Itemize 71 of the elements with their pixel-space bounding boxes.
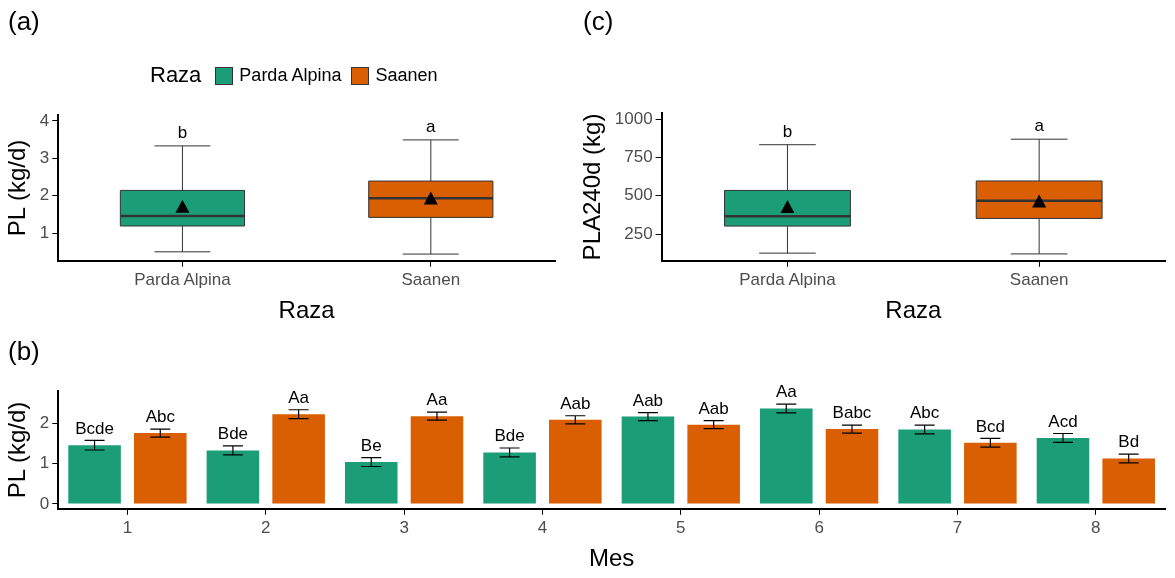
data-label: Aab <box>698 398 729 418</box>
data-label: Aa <box>426 390 448 410</box>
annotation: a <box>426 117 437 137</box>
bar <box>134 433 187 504</box>
x-axis-title: Raza <box>278 296 336 324</box>
x-tick-label: 5 <box>676 517 686 537</box>
bar <box>1036 437 1090 504</box>
x-tick-label: 7 <box>952 517 963 537</box>
x-tick-label: Parda Alpina <box>134 269 232 289</box>
x-tick-label: 3 <box>399 517 409 537</box>
data-label: Bde <box>217 424 249 444</box>
bar <box>621 416 675 504</box>
bar <box>964 442 1017 504</box>
x-tick-label: Saanen <box>1009 269 1069 289</box>
y-axis-title: PL (kg/d) <box>3 401 31 499</box>
x-tick-label: 1 <box>122 517 133 537</box>
data-label: Aab <box>560 393 591 413</box>
x-axis-title: Mes <box>588 544 635 572</box>
y-tick-label: 0 <box>39 493 50 513</box>
data-label: Babc <box>832 403 872 423</box>
data-label: Aa <box>288 387 310 407</box>
chart-title: (b) <box>8 336 40 367</box>
annotation: b <box>782 121 793 141</box>
chart-title: (a) <box>8 6 40 37</box>
y-tick-label: 3 <box>39 147 50 167</box>
legend-label: Parda Alpina <box>238 64 342 86</box>
x-tick-label: 8 <box>1091 517 1101 537</box>
bar <box>687 424 740 504</box>
bar <box>898 429 951 504</box>
bar <box>410 416 464 504</box>
data-label: Bcd <box>975 416 1005 436</box>
legend-label: Saanen <box>374 64 438 86</box>
bar <box>825 429 879 504</box>
y-tick-label: 750 <box>624 147 653 167</box>
bar <box>483 452 536 504</box>
y-tick-label: 250 <box>624 223 653 243</box>
y-axis-title: PLA240d (kg) <box>578 113 606 261</box>
bar <box>344 462 398 504</box>
y-tick-label: 1000 <box>614 109 653 129</box>
annotation: b <box>177 123 188 143</box>
bar <box>1102 458 1155 504</box>
data-label: Acd <box>1048 411 1078 431</box>
x-tick-label: 2 <box>261 517 271 537</box>
y-tick-label: 2 <box>39 185 50 205</box>
x-tick-label: Parda Alpina <box>739 269 837 289</box>
y-tick-label: 1 <box>39 222 50 242</box>
y-axis-title: PL (kg/d) <box>3 139 31 237</box>
bar <box>68 445 121 504</box>
data-label: Aab <box>632 390 664 410</box>
data-label: Aa <box>775 382 798 402</box>
chart-title: (c) <box>583 6 614 37</box>
y-tick-label: 500 <box>624 185 653 205</box>
data-label: Abc <box>909 403 940 423</box>
y-tick-label: 4 <box>39 110 50 130</box>
y-tick-label: 2 <box>39 413 50 433</box>
data-label: Abc <box>145 407 176 427</box>
x-axis-title: Raza <box>885 296 942 324</box>
bar <box>206 450 260 504</box>
x-tick-label: 4 <box>537 517 548 537</box>
data-label: Bde <box>494 426 525 446</box>
annotation: a <box>1034 116 1045 136</box>
y-tick-label: 1 <box>39 453 50 473</box>
bar <box>272 414 325 504</box>
legend-title: Raza <box>150 62 202 88</box>
data-label: Bd <box>1118 432 1140 452</box>
x-tick-label: Saanen <box>401 269 461 289</box>
bar <box>549 419 602 504</box>
bar <box>760 408 813 504</box>
x-tick-label: 6 <box>814 517 824 537</box>
data-label: Bcde <box>75 418 114 438</box>
data-label: Be <box>360 435 382 455</box>
